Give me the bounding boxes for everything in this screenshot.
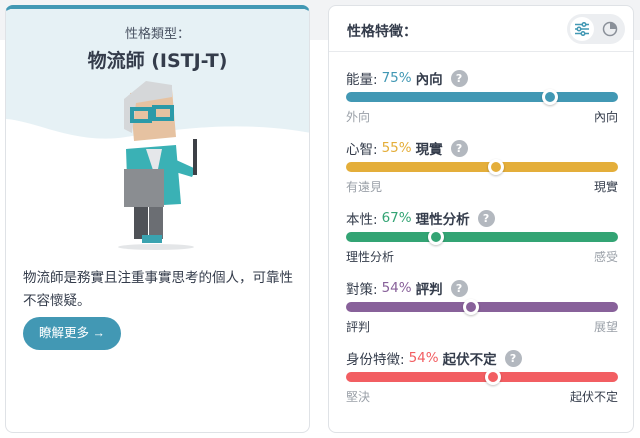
trait-right-label: 感受 [593, 250, 618, 264]
trait-left-label: 評判 [346, 320, 371, 334]
trait-right-label: 現實 [593, 180, 618, 194]
trait-left-label: 有遠見 [346, 180, 383, 194]
learn-more-button[interactable]: 瞭解更多 → [23, 317, 121, 350]
trait-result: 現實 [415, 142, 443, 158]
trait-label: 身份特徵: 54% 起伏不定 ? [346, 348, 618, 368]
trait-label: 對策: 54% 評判 ? [346, 278, 618, 298]
trait-slider [346, 369, 618, 385]
trait-name: 本性: [346, 212, 378, 228]
trait-label: 能量: 75% 內向 ? [346, 68, 618, 88]
trait-percent: 54% [381, 280, 412, 296]
trait-slider-knob [542, 89, 558, 105]
logistician-illustration [6, 9, 309, 250]
type-title: 物流師 (ISTJ-T) [87, 50, 228, 72]
trait-name: 心智: [346, 142, 378, 158]
trait-name: 對策: [346, 282, 378, 298]
trait-name: 身份特徵: [346, 352, 405, 368]
traits-title: 性格特徵： [347, 24, 417, 40]
trait-2: 本性: 67% 理性分析 ? 理性分析 感受 [346, 208, 618, 265]
type-kicker: 性格類型： [124, 27, 190, 42]
trait-result: 起伏不定 [442, 352, 497, 368]
trait-name: 能量: [346, 72, 378, 88]
trait-slider [346, 299, 618, 315]
pie-chart-icon [602, 21, 618, 37]
trait-result: 內向 [415, 72, 443, 88]
trait-1: 心智: 55% 現實 ? 有遠見 現實 [346, 138, 618, 195]
help-icon[interactable]: ? [450, 69, 468, 87]
trait-percent: 55% [381, 140, 412, 156]
trait-label: 心智: 55% 現實 ? [346, 138, 618, 158]
view-toggle [567, 14, 625, 44]
hero-illustration [6, 9, 309, 259]
personality-type-card: 性格類型： 物流師 (ISTJ-T) 物流師是務實且注重事實思考的個人，可靠性不… [5, 5, 310, 433]
trait-label: 本性: 67% 理性分析 ? [346, 208, 618, 228]
trait-result: 理性分析 [415, 212, 470, 228]
trait-slider [346, 89, 618, 105]
trait-slider-knob [463, 299, 480, 315]
trait-slider-knob [484, 369, 501, 385]
help-icon[interactable]: ? [450, 139, 468, 157]
trait-percent: 67% [381, 210, 412, 226]
help-icon[interactable]: ? [504, 349, 522, 367]
trait-left-label: 堅決 [346, 390, 371, 404]
trait-slider-knob [487, 159, 504, 175]
trait-result: 評判 [415, 282, 443, 298]
trait-right-label: 起伏不定 [569, 390, 618, 404]
traits-card: 性格特徵： 能量: 75% 內向 ? 外向 內向 心智: 55% 現實 ? 有遠… [328, 5, 634, 433]
sliders-icon [575, 22, 589, 36]
chart-view-button[interactable] [598, 17, 622, 41]
trait-3: 對策: 54% 評判 ? 評判 展望 [346, 278, 618, 335]
trait-0: 能量: 75% 內向 ? 外向 內向 [346, 68, 618, 125]
trait-left-label: 外向 [346, 110, 371, 124]
trait-percent: 75% [381, 70, 412, 86]
sliders-view-button[interactable] [570, 17, 594, 41]
help-icon[interactable]: ? [477, 209, 495, 227]
traits-header: 性格特徵： [329, 6, 633, 52]
trait-slider [346, 229, 618, 245]
trait-percent: 54% [408, 350, 439, 366]
trait-left-label: 理性分析 [346, 250, 395, 264]
trait-right-label: 展望 [593, 320, 618, 334]
help-icon[interactable]: ? [450, 279, 468, 297]
trait-right-label: 內向 [593, 110, 618, 124]
type-description: 物流師是務實且注重事實思考的個人，可靠性不容懷疑。 [23, 270, 293, 309]
trait-slider [346, 159, 618, 175]
trait-4: 身份特徵: 54% 起伏不定 ? 堅決 起伏不定 [346, 348, 618, 405]
trait-slider-knob [427, 229, 444, 245]
